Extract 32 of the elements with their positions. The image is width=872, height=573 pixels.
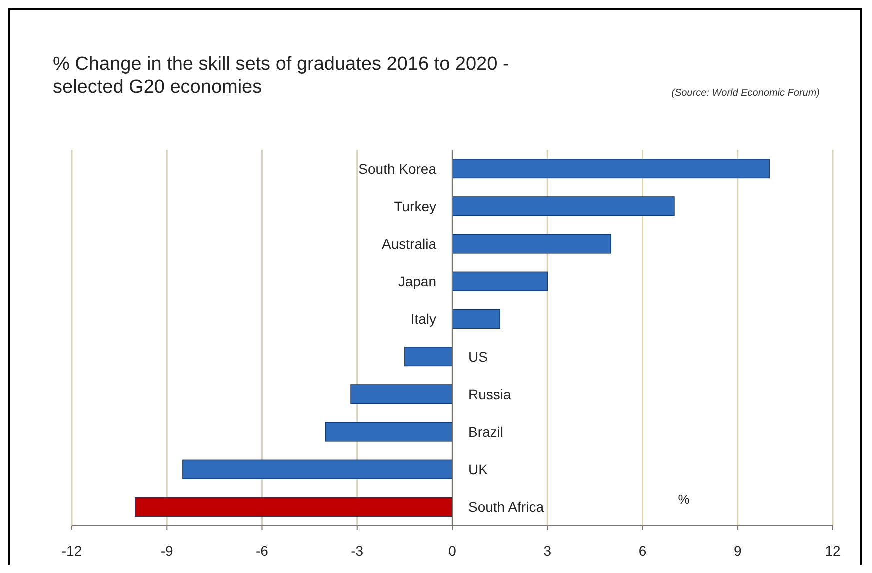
bar	[452, 272, 548, 292]
y-tick-label: Brazil	[468, 424, 504, 440]
bar	[135, 497, 453, 517]
x-tick-label: -3	[351, 543, 364, 559]
bar	[452, 196, 675, 216]
x-tick-label: 3	[544, 543, 552, 559]
x-tick-label: 12	[825, 543, 841, 559]
bar	[350, 384, 453, 404]
chart-title: % Change in the skill sets of graduates 2016 to 2020 - selected G20 economies	[53, 54, 510, 98]
x-tick-label: 0	[448, 543, 457, 559]
y-tick-label: UK	[468, 462, 489, 478]
x-axis-title: %	[678, 492, 690, 507]
y-tick-label: Turkey	[394, 198, 436, 214]
bar	[325, 422, 453, 442]
bar	[452, 234, 612, 254]
bar	[452, 309, 500, 329]
y-tick-label: Italy	[410, 311, 436, 328]
y-tick-label: Australia	[382, 236, 437, 252]
x-tick-label: -12	[62, 543, 82, 559]
bar	[404, 347, 453, 367]
y-tick-label: Russia	[468, 386, 512, 402]
x-tick-label: -6	[256, 543, 269, 559]
x-tick-label: -9	[160, 543, 174, 559]
text: (Source: World Economic Forum)	[672, 88, 820, 99]
x-tick-label: 6	[638, 543, 647, 559]
y-tick-label: South Korea	[358, 160, 437, 177]
bar	[452, 159, 770, 179]
y-tick-label: South Africa	[468, 499, 544, 516]
x-tick-label: 9	[734, 543, 742, 559]
y-tick-label: US	[468, 348, 488, 365]
bar	[182, 460, 453, 480]
y-tick-label: Japan	[398, 274, 436, 290]
